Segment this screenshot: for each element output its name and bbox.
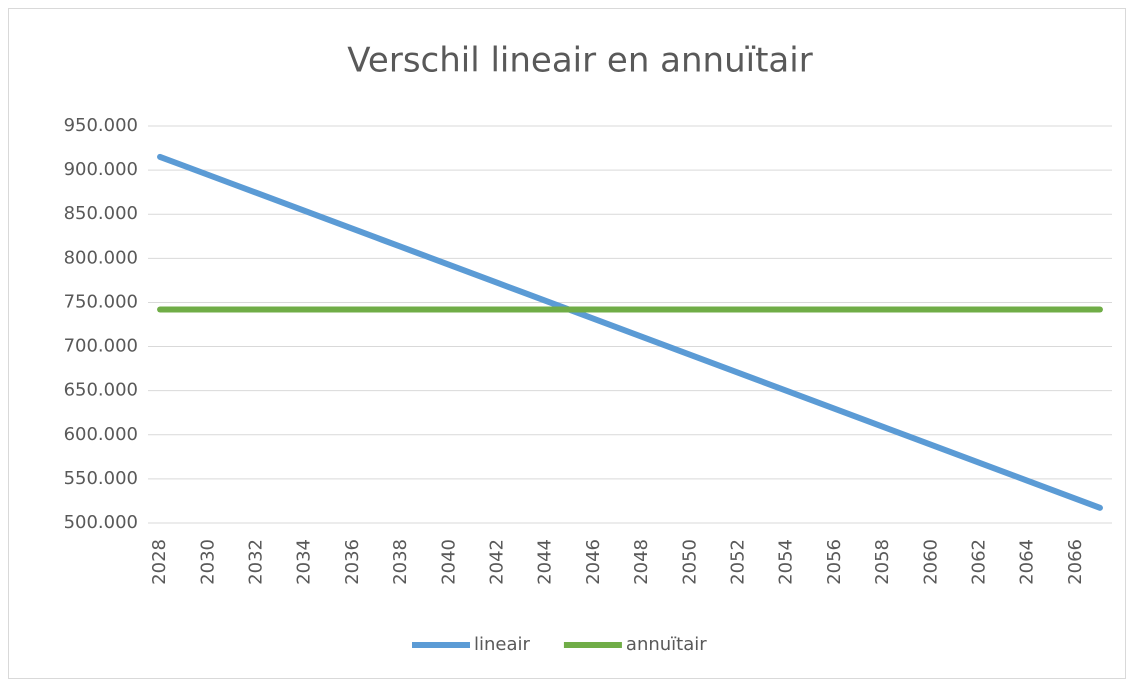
chart-title: Verschil lineair en annuïtair	[347, 41, 812, 81]
x-tick-label: 2050	[679, 539, 700, 585]
x-tick-label: 2040	[438, 539, 459, 585]
x-tick-label: 2056	[824, 539, 845, 585]
line-series	[157, 153, 1103, 511]
x-tick-label: 2034	[294, 539, 315, 585]
y-tick-label: 650.000	[64, 380, 138, 401]
x-tick-label: 2044	[535, 539, 556, 585]
y-tick-label: 700.000	[64, 336, 138, 357]
x-tick-label: 2062	[968, 539, 989, 585]
x-tick-label: 2058	[872, 539, 893, 585]
x-tick-label: 2060	[920, 539, 941, 585]
y-tick-label: 950.000	[64, 115, 138, 136]
x-tick-label: 2064	[1017, 539, 1038, 585]
x-tick-label: 2032	[245, 539, 266, 585]
legend-label: lineair	[474, 634, 531, 655]
x-tick-label: 2054	[776, 539, 797, 585]
x-tick-label: 2046	[583, 539, 604, 585]
legend-label: annuïtair	[626, 634, 707, 655]
y-tick-label: 800.000	[64, 247, 138, 268]
x-tick-label: 2048	[631, 539, 652, 585]
y-tick-label: 550.000	[64, 468, 138, 489]
x-tick-label: 2066	[1065, 539, 1086, 585]
x-tick-label: 2036	[342, 539, 363, 585]
chart-border	[8, 8, 1126, 679]
y-tick-label: 900.000	[64, 159, 138, 180]
x-tick-label: 2042	[486, 539, 507, 585]
y-tick-label: 600.000	[64, 424, 138, 445]
y-tick-label: 850.000	[64, 203, 138, 224]
x-tick-label: 2052	[727, 539, 748, 585]
x-tick-label: 2038	[390, 539, 411, 585]
x-tick-label: 2028	[149, 539, 170, 585]
y-tick-label: 500.000	[64, 512, 138, 533]
y-tick-label: 750.000	[64, 291, 138, 312]
x-tick-label: 2030	[197, 539, 218, 585]
